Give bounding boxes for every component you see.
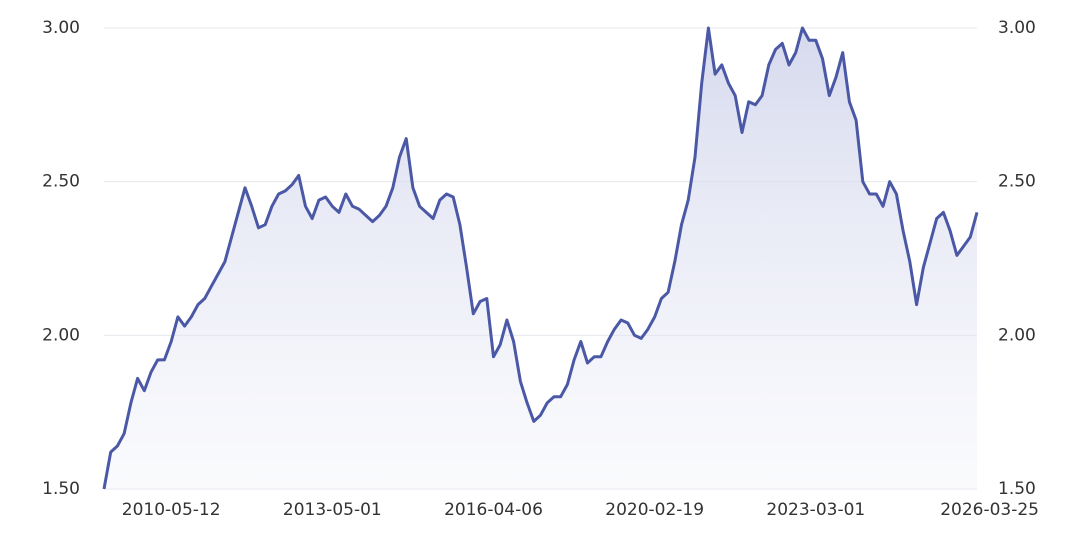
y-tick-label: 1.50 xyxy=(42,479,80,499)
x-tick-label: 2010-05-12 xyxy=(122,500,221,520)
y-tick-label: 3.00 xyxy=(42,18,80,38)
y-tick-label: 2.00 xyxy=(42,325,80,345)
y2-tick-label: 1.50 xyxy=(998,479,1036,499)
y2-tick-label: 3.00 xyxy=(998,18,1036,38)
line xyxy=(102,26,979,490)
y-tick-label: 2.50 xyxy=(42,172,80,192)
x-tick-label: 2023-03-01 xyxy=(766,500,865,520)
x-tick-label: 2026-03-25 xyxy=(940,500,1039,520)
y2-tick-label: 2.50 xyxy=(998,172,1036,192)
x-tick-label: 2013-05-01 xyxy=(283,500,382,520)
area-fill xyxy=(104,28,977,489)
x-tick-label: 2020-02-19 xyxy=(605,500,704,520)
y2-tick-label: 2.00 xyxy=(998,325,1036,345)
x-tick-label: 2016-04-06 xyxy=(444,500,543,520)
